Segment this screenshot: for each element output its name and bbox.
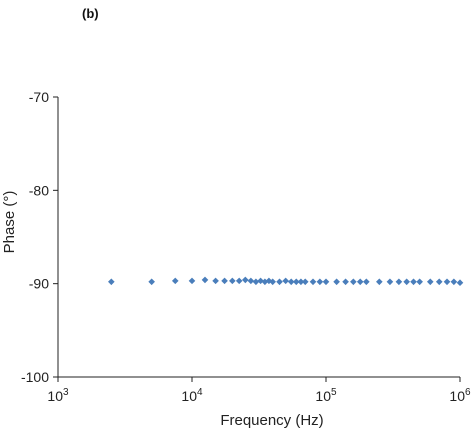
data-point (403, 278, 410, 286)
data-point (450, 278, 458, 286)
data-point (376, 278, 383, 286)
data-point (350, 278, 357, 286)
data-point (333, 278, 340, 286)
data-point (282, 277, 289, 285)
y-tick-label: -100 (21, 369, 49, 385)
data-point (229, 277, 236, 285)
data-point (148, 278, 155, 286)
data-point (395, 278, 403, 286)
y-tick-label: -80 (29, 182, 49, 198)
data-point (297, 278, 305, 286)
data-point (188, 277, 196, 285)
data-point (201, 276, 209, 284)
x-tick-label: 103 (47, 387, 69, 404)
data-points (108, 276, 464, 287)
y-tick-label: -70 (29, 89, 49, 105)
data-point (252, 278, 260, 286)
data-point (309, 278, 317, 286)
axes (57, 97, 460, 378)
ticks: -100 -90 -80 -70 103 104 105 106 (21, 89, 471, 404)
y-tick-label: -90 (29, 276, 49, 292)
data-point (456, 279, 464, 287)
data-point (108, 278, 115, 286)
x-tick-label: 106 (449, 387, 471, 404)
data-point (212, 277, 219, 285)
data-point (435, 278, 443, 286)
data-point (356, 278, 364, 286)
data-point (221, 277, 228, 285)
data-point (292, 278, 300, 286)
x-tick-label: 104 (181, 387, 203, 404)
data-point (269, 278, 276, 286)
data-point (287, 278, 295, 286)
data-point (247, 277, 255, 285)
data-point (322, 278, 330, 286)
data-point (276, 278, 283, 286)
data-point (242, 276, 249, 284)
y-axis-label: Phase (°) (1, 191, 18, 254)
x-axis-label: Frequency (Hz) (220, 412, 323, 429)
x-tick-label: 105 (315, 387, 337, 404)
data-point (342, 278, 349, 286)
data-point (416, 278, 423, 286)
panel-label: (b) (82, 6, 99, 21)
data-point (443, 278, 451, 286)
data-point (235, 277, 243, 285)
data-point (316, 278, 324, 286)
data-point (363, 278, 370, 286)
data-point (426, 278, 434, 286)
data-point (301, 278, 309, 286)
data-point (410, 278, 417, 286)
data-point (257, 277, 264, 285)
data-point (386, 278, 394, 286)
data-point (171, 277, 179, 285)
